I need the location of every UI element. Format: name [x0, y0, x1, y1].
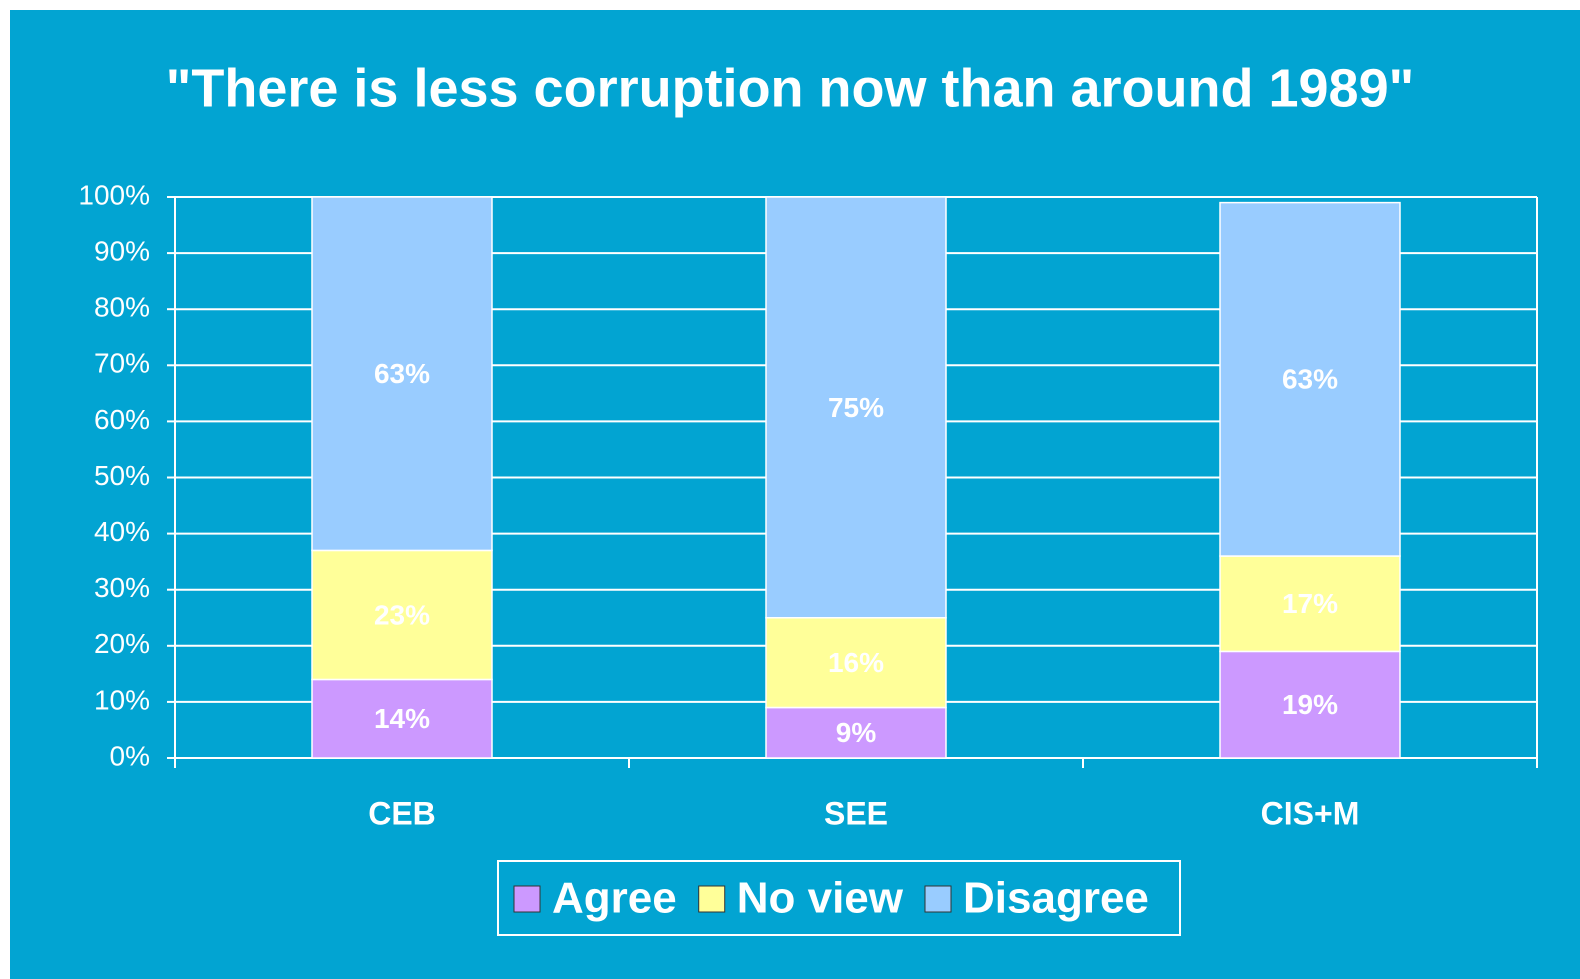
- y-tick-label: 40%: [94, 516, 150, 547]
- y-tick-label: 0%: [110, 740, 150, 771]
- x-tick-label: SEE: [824, 795, 888, 831]
- bar-segment: [311, 549, 493, 681]
- bar-segment: [1219, 555, 1401, 653]
- bar-segment: [1219, 201, 1401, 557]
- y-tick-label: 30%: [94, 572, 150, 603]
- data-label: 63%: [374, 358, 430, 389]
- y-tick-label: 20%: [94, 628, 150, 659]
- bar-segment: [1219, 650, 1401, 759]
- y-tick-label: 80%: [94, 292, 150, 323]
- x-tick-label: CIS+M: [1261, 795, 1360, 831]
- legend-box: [497, 860, 1181, 936]
- y-tick-label: 70%: [94, 348, 150, 379]
- y-tick-label: 90%: [94, 235, 150, 266]
- legend-label: Agree: [552, 874, 677, 923]
- bar-segment: [765, 706, 947, 759]
- data-label: 19%: [1282, 689, 1338, 720]
- data-label: 17%: [1282, 588, 1338, 619]
- chart-title: "There is less corruption now than aroun…: [166, 58, 1414, 118]
- data-label: 14%: [374, 703, 430, 734]
- bar-segment: [311, 678, 493, 759]
- x-tick-label: CEB: [368, 795, 436, 831]
- bar-segment: [765, 196, 947, 619]
- y-tick-label: 100%: [78, 179, 150, 210]
- bar-segment: [311, 196, 493, 552]
- data-label: 75%: [828, 392, 884, 423]
- y-tick-label: 50%: [94, 460, 150, 491]
- legend-swatch: [924, 885, 952, 913]
- legend-label: Disagree: [963, 874, 1149, 923]
- bar-segment: [765, 617, 947, 709]
- legend-swatch: [513, 885, 541, 913]
- data-label: 63%: [1282, 364, 1338, 395]
- data-label: 9%: [836, 717, 877, 748]
- legend-swatch: [698, 885, 726, 913]
- y-tick-label: 60%: [94, 404, 150, 435]
- legend-label: No view: [737, 874, 904, 923]
- data-label: 23%: [374, 599, 430, 630]
- y-tick-label: 10%: [94, 684, 150, 715]
- data-label: 16%: [828, 647, 884, 678]
